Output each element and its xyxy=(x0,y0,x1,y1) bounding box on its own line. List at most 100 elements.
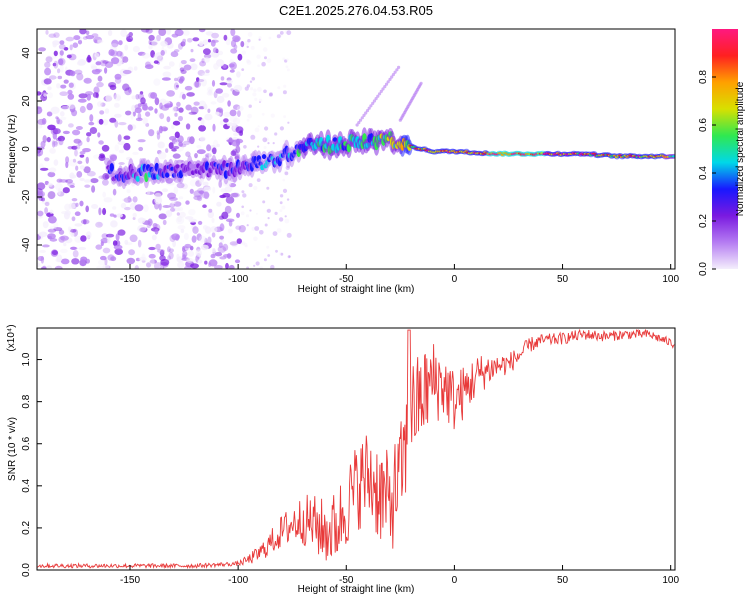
heatmap-noise-cell xyxy=(246,84,251,88)
heatmap-noise-cell xyxy=(158,202,162,211)
heatmap-noise-cell xyxy=(41,118,47,125)
heatmap-noise-cell xyxy=(196,145,202,149)
heatmap-noise-cell xyxy=(206,144,212,152)
heatmap-noise-cell xyxy=(281,205,286,210)
heatmap-noise-cell xyxy=(64,203,71,211)
heatmap-noise-cell xyxy=(241,241,246,246)
heatmap-noise-cell xyxy=(220,188,227,193)
heatmap-noise-cell xyxy=(59,40,65,45)
heatmap-noise-cell xyxy=(94,53,100,58)
heatmap-noise-cell xyxy=(210,39,216,47)
heatmap-noise-cell xyxy=(47,86,52,91)
heatmap-noise-cell xyxy=(137,217,146,224)
heatmap-noise-cell xyxy=(203,103,208,110)
heatmap-noise-cell xyxy=(68,123,74,128)
heatmap-noise-cell xyxy=(154,108,158,114)
heatmap-noise-cell xyxy=(183,64,192,71)
heatmap-cell xyxy=(360,116,364,120)
heatmap-noise-cell xyxy=(47,92,53,99)
heatmap-noise-cell xyxy=(120,202,127,209)
heatmap-noise-cell xyxy=(102,191,106,198)
heatmap-noise-cell xyxy=(57,135,65,142)
heatmap-noise-cell xyxy=(177,261,185,269)
heatmap-noise-cell xyxy=(96,265,106,269)
heatmap-noise-cell xyxy=(79,151,86,155)
heatmap-noise-cell xyxy=(190,48,194,53)
heatmap-noise-cell xyxy=(268,93,273,97)
heatmap-noise-cell xyxy=(158,29,167,36)
heatmap-noise-cell xyxy=(70,232,75,237)
heatmap-noise-cell xyxy=(197,259,203,264)
heatmap-noise-cell xyxy=(227,228,233,234)
heatmap-noise-cell xyxy=(263,258,267,262)
heatmap-noise-cell xyxy=(229,59,234,65)
heatmap-noise-cell xyxy=(178,141,183,147)
heatmap-noise-cell xyxy=(223,118,229,123)
heatmap-noise-cell xyxy=(102,179,109,186)
heatmap-noise-cell xyxy=(236,71,241,78)
heatmap-noise-cell xyxy=(211,80,216,87)
heatmap-noise-cell xyxy=(59,64,64,73)
heatmap-noise-cell xyxy=(185,123,191,130)
heatmap-noise-cell xyxy=(37,106,43,114)
heatmap-noise-cell xyxy=(63,242,67,247)
heatmap-noise-cell xyxy=(264,137,270,142)
heatmap-noise-cell xyxy=(176,253,180,260)
heatmap-noise-cell xyxy=(229,114,238,123)
heatmap-noise-cell xyxy=(154,196,163,205)
heatmap-noise-cell xyxy=(174,29,184,37)
heatmap-noise-cell xyxy=(101,174,105,180)
heatmap-noise-cell xyxy=(223,111,231,118)
heatmap-noise-cell xyxy=(254,226,260,231)
heatmap-noise-cell xyxy=(196,77,200,82)
heatmap-noise-cell xyxy=(248,183,253,188)
heatmap-noise-cell xyxy=(42,265,47,269)
heatmap-noise-cell xyxy=(191,235,197,243)
heatmap-noise-cell xyxy=(125,242,133,246)
heatmap-noise-cell xyxy=(286,232,292,238)
heatmap-noise-cell xyxy=(220,238,225,243)
heatmap-noise-cell xyxy=(264,223,268,227)
heatmap-noise-cell xyxy=(241,50,246,55)
heatmap-noise-cell xyxy=(68,82,74,88)
heatmap-noise-cell xyxy=(215,88,223,94)
heatmap-noise-cell xyxy=(199,29,206,33)
heatmap-noise-cell xyxy=(104,67,108,74)
heatmap-noise-cell xyxy=(171,124,175,129)
heatmap-noise-cell xyxy=(40,140,46,148)
heatmap-noise-cell xyxy=(267,254,271,257)
heatmap-noise-cell xyxy=(116,95,121,101)
heatmap-noise-cell xyxy=(182,38,187,44)
heatmap-noise-cell xyxy=(263,146,267,149)
heatmap-noise-cell xyxy=(259,230,264,235)
heatmap-noise-cell xyxy=(141,52,151,59)
heatmap-noise-cell xyxy=(156,132,161,140)
heatmap-noise-cell xyxy=(151,38,158,47)
heatmap-noise-cell xyxy=(57,187,61,196)
heatmap-noise-cell xyxy=(168,251,174,260)
heatmap-noise-cell xyxy=(175,84,179,88)
heatmap-noise-cell xyxy=(245,244,248,248)
heatmap-noise-cell xyxy=(258,98,263,103)
heatmap-noise-cell xyxy=(246,60,252,65)
heatmap-noise-cell xyxy=(258,36,262,40)
heatmap-noise-cell xyxy=(245,214,250,218)
heatmap-noise-cell xyxy=(53,141,58,147)
heatmap-noise-cell xyxy=(38,47,46,52)
heatmap-noise-cell xyxy=(272,231,278,237)
x-tick-label: 50 xyxy=(557,575,569,586)
snr-y-ticks: 0.0 0.2 0.4 0.6 0.8 1.0 xyxy=(21,352,42,577)
colorbar-ticks: 0.0 0.2 0.4 0.6 0.8 xyxy=(698,70,716,276)
heatmap-noise-cell xyxy=(188,218,197,223)
heatmap-noise-cell xyxy=(79,105,86,114)
heatmap-noise-cell xyxy=(279,201,283,205)
heatmap-noise-cell xyxy=(124,44,129,51)
heatmap-noise-cell xyxy=(102,207,107,216)
heatmap-noise-cell xyxy=(216,59,225,67)
heatmap-noise-cell xyxy=(114,102,120,108)
heatmap-noise-cell xyxy=(202,204,207,208)
heatmap-noise-cell xyxy=(112,206,117,210)
heatmap-noise-cell xyxy=(105,94,113,103)
heatmap-cell xyxy=(390,75,394,79)
heatmap-noise-cell xyxy=(100,255,107,261)
